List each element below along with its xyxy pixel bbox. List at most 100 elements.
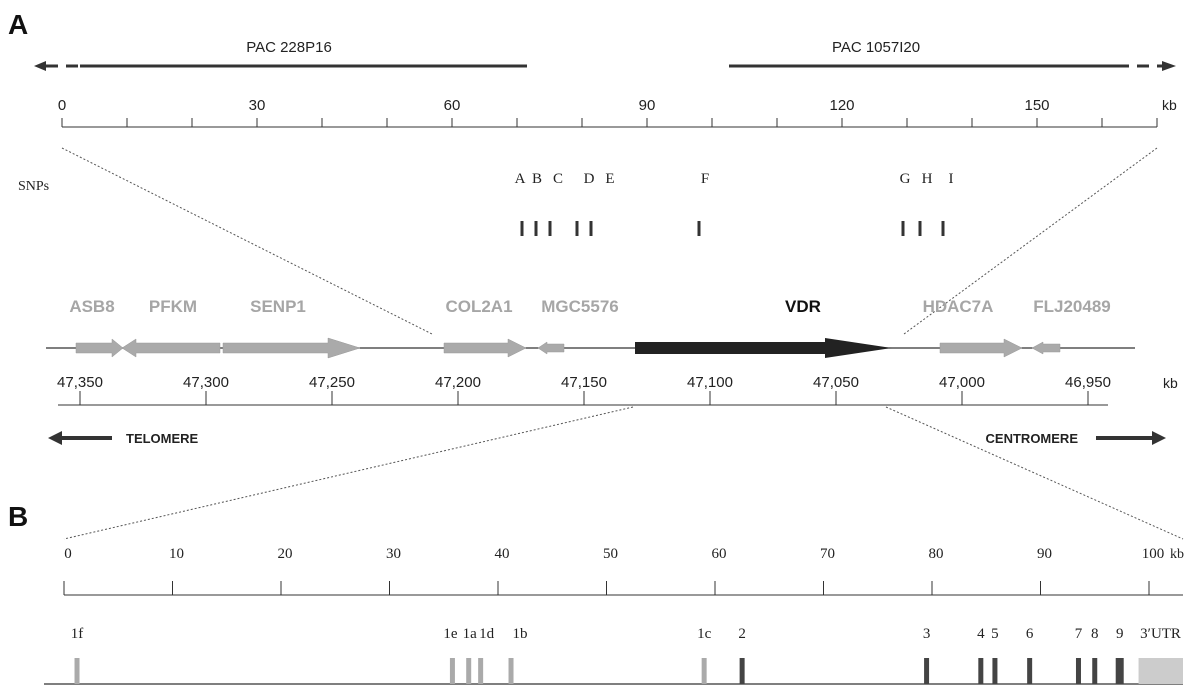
scale-b-tick-label: 90 xyxy=(1037,546,1052,562)
exon-block xyxy=(739,658,745,684)
telomere-arrow xyxy=(48,431,112,445)
gene-arrow-pfkm xyxy=(121,338,221,358)
exon-block xyxy=(466,658,472,684)
exon-label: 1e xyxy=(443,626,458,642)
position-unit: kb xyxy=(1163,375,1178,391)
exon-block xyxy=(1092,658,1098,684)
position-tick-label: 47,150 xyxy=(561,374,607,391)
panel-b-kb-scale: kb 0 10 20 30 40 50 60 70 80 90 100 xyxy=(63,546,1184,596)
position-tick-label: 47,200 xyxy=(435,374,481,391)
gene-arrow-vdr xyxy=(635,338,892,358)
scale-b-tick-label: 60 xyxy=(712,546,727,562)
position-tick-label: 47,300 xyxy=(183,374,229,391)
scale-b-tick-label: 30 xyxy=(386,546,401,562)
exon-markers: 1f 1e 1a 1d 1b 1c 2 3 4 5 6 7 8 9 3′UTR xyxy=(71,626,1183,684)
exon-utr-block xyxy=(1138,658,1183,684)
exon-label: 8 xyxy=(1091,626,1099,642)
exon-label: 5 xyxy=(991,626,999,642)
gene-arrow-senp1 xyxy=(222,337,361,359)
exon-label: 1d xyxy=(479,626,495,642)
position-tick-label: 47,350 xyxy=(57,374,103,391)
pac-left-arrowhead xyxy=(34,61,46,71)
exon-label: 6 xyxy=(1026,626,1034,642)
gene-label: SENP1 xyxy=(250,297,306,316)
snp-label: C xyxy=(553,171,563,187)
telomere-label: TELOMERE xyxy=(126,431,199,446)
snp-label: I xyxy=(949,171,954,187)
exon-block xyxy=(74,658,80,684)
scale-a-tick-label: 90 xyxy=(639,97,656,114)
pac-right-label: PAC 1057I20 xyxy=(832,39,920,56)
scale-b-tick-label: 80 xyxy=(929,546,944,562)
scale-a-tick-label: 150 xyxy=(1024,97,1049,114)
gene-arrow-mgc5576 xyxy=(537,341,565,355)
centromere-arrow xyxy=(1096,431,1166,445)
pac-left-label: PAC 228P16 xyxy=(246,39,332,56)
scale-b-tick-label: 10 xyxy=(169,546,184,562)
scale-b-tick-label: 0 xyxy=(64,546,72,562)
gene-label: HDAC7A xyxy=(923,297,994,316)
genomic-position-scale: kb 47,350 47,300 47,250 47,200 47,150 47,100 4… xyxy=(57,374,1178,406)
position-tick-label: 47,100 xyxy=(687,374,733,391)
position-tick-label: 47,250 xyxy=(309,374,355,391)
snp-label: E xyxy=(605,171,614,187)
exon-block xyxy=(701,658,707,684)
gene-label: ASB8 xyxy=(69,297,114,316)
scale-b-tick-label: 50 xyxy=(603,546,618,562)
exon-label: 9 xyxy=(1116,626,1124,642)
exon-block xyxy=(478,658,484,684)
exon-block xyxy=(1075,658,1081,684)
exon-block xyxy=(508,658,514,684)
snp-label: D xyxy=(584,171,595,187)
position-tick-label: 47,050 xyxy=(813,374,859,391)
exon-block xyxy=(1115,658,1124,684)
exon-block xyxy=(1027,658,1033,684)
scale-b-tick-label: 20 xyxy=(278,546,293,562)
gene-arrow-col2a1 xyxy=(443,338,527,358)
gene-label: FLJ20489 xyxy=(1033,297,1111,316)
gene-label: MGC5576 xyxy=(541,297,618,316)
scale-a-unit: kb xyxy=(1162,97,1177,113)
scale-b-tick-label: 40 xyxy=(495,546,510,562)
position-tick-label: 47,000 xyxy=(939,374,985,391)
exon-label: 1c xyxy=(697,626,712,642)
pac-clones: PAC 228P16 PAC 1057I20 xyxy=(34,39,1176,71)
gene-arrow-flj20489 xyxy=(1031,341,1061,355)
scale-b-tick-label: 100 xyxy=(1142,546,1165,562)
gene-label: VDR xyxy=(785,297,821,316)
zoom-line-b-right xyxy=(885,406,1184,540)
gene-labels: ASB8 PFKM SENP1 COL2A1 MGC5576 VDR HDAC7A FLJ20… xyxy=(69,297,1110,316)
snp-label: F xyxy=(701,171,709,187)
snp-label: H xyxy=(922,171,933,187)
scale-b-unit: kb xyxy=(1170,547,1184,562)
gene-arrow-asb8 xyxy=(75,338,124,358)
scale-a-tick-label: 60 xyxy=(444,97,461,114)
gene-arrow-hdac7a xyxy=(939,338,1023,358)
scale-a-tick-label: 120 xyxy=(829,97,854,114)
pac-right-arrowhead xyxy=(1162,61,1176,71)
position-tick-label: 46,950 xyxy=(1065,374,1111,391)
zoom-line-a-left xyxy=(61,147,433,335)
exon-label: 3 xyxy=(923,626,931,642)
gene-label: COL2A1 xyxy=(445,297,512,316)
snp-label: B xyxy=(532,171,542,187)
exon-label: 1f xyxy=(71,626,84,642)
scale-a-tick-label: 0 xyxy=(58,97,66,114)
exon-block xyxy=(992,658,998,684)
centromere-label: CENTROMERE xyxy=(986,431,1079,446)
exon-label: 2 xyxy=(738,626,746,642)
panel-b-label: B xyxy=(8,501,28,532)
exon-label: 1b xyxy=(513,626,528,642)
snps-title: SNPs xyxy=(18,179,49,194)
centromere-indicator: CENTROMERE xyxy=(986,431,1166,446)
exon-block xyxy=(449,658,455,684)
snp-label: A xyxy=(515,171,526,187)
exon-label: 7 xyxy=(1075,626,1083,642)
exon-label: 4 xyxy=(977,626,985,642)
panel-a-label: A xyxy=(8,9,28,40)
zoom-line-a-right xyxy=(903,147,1158,335)
exon-label: 1a xyxy=(463,626,478,642)
scale-a-tick-label: 30 xyxy=(249,97,266,114)
